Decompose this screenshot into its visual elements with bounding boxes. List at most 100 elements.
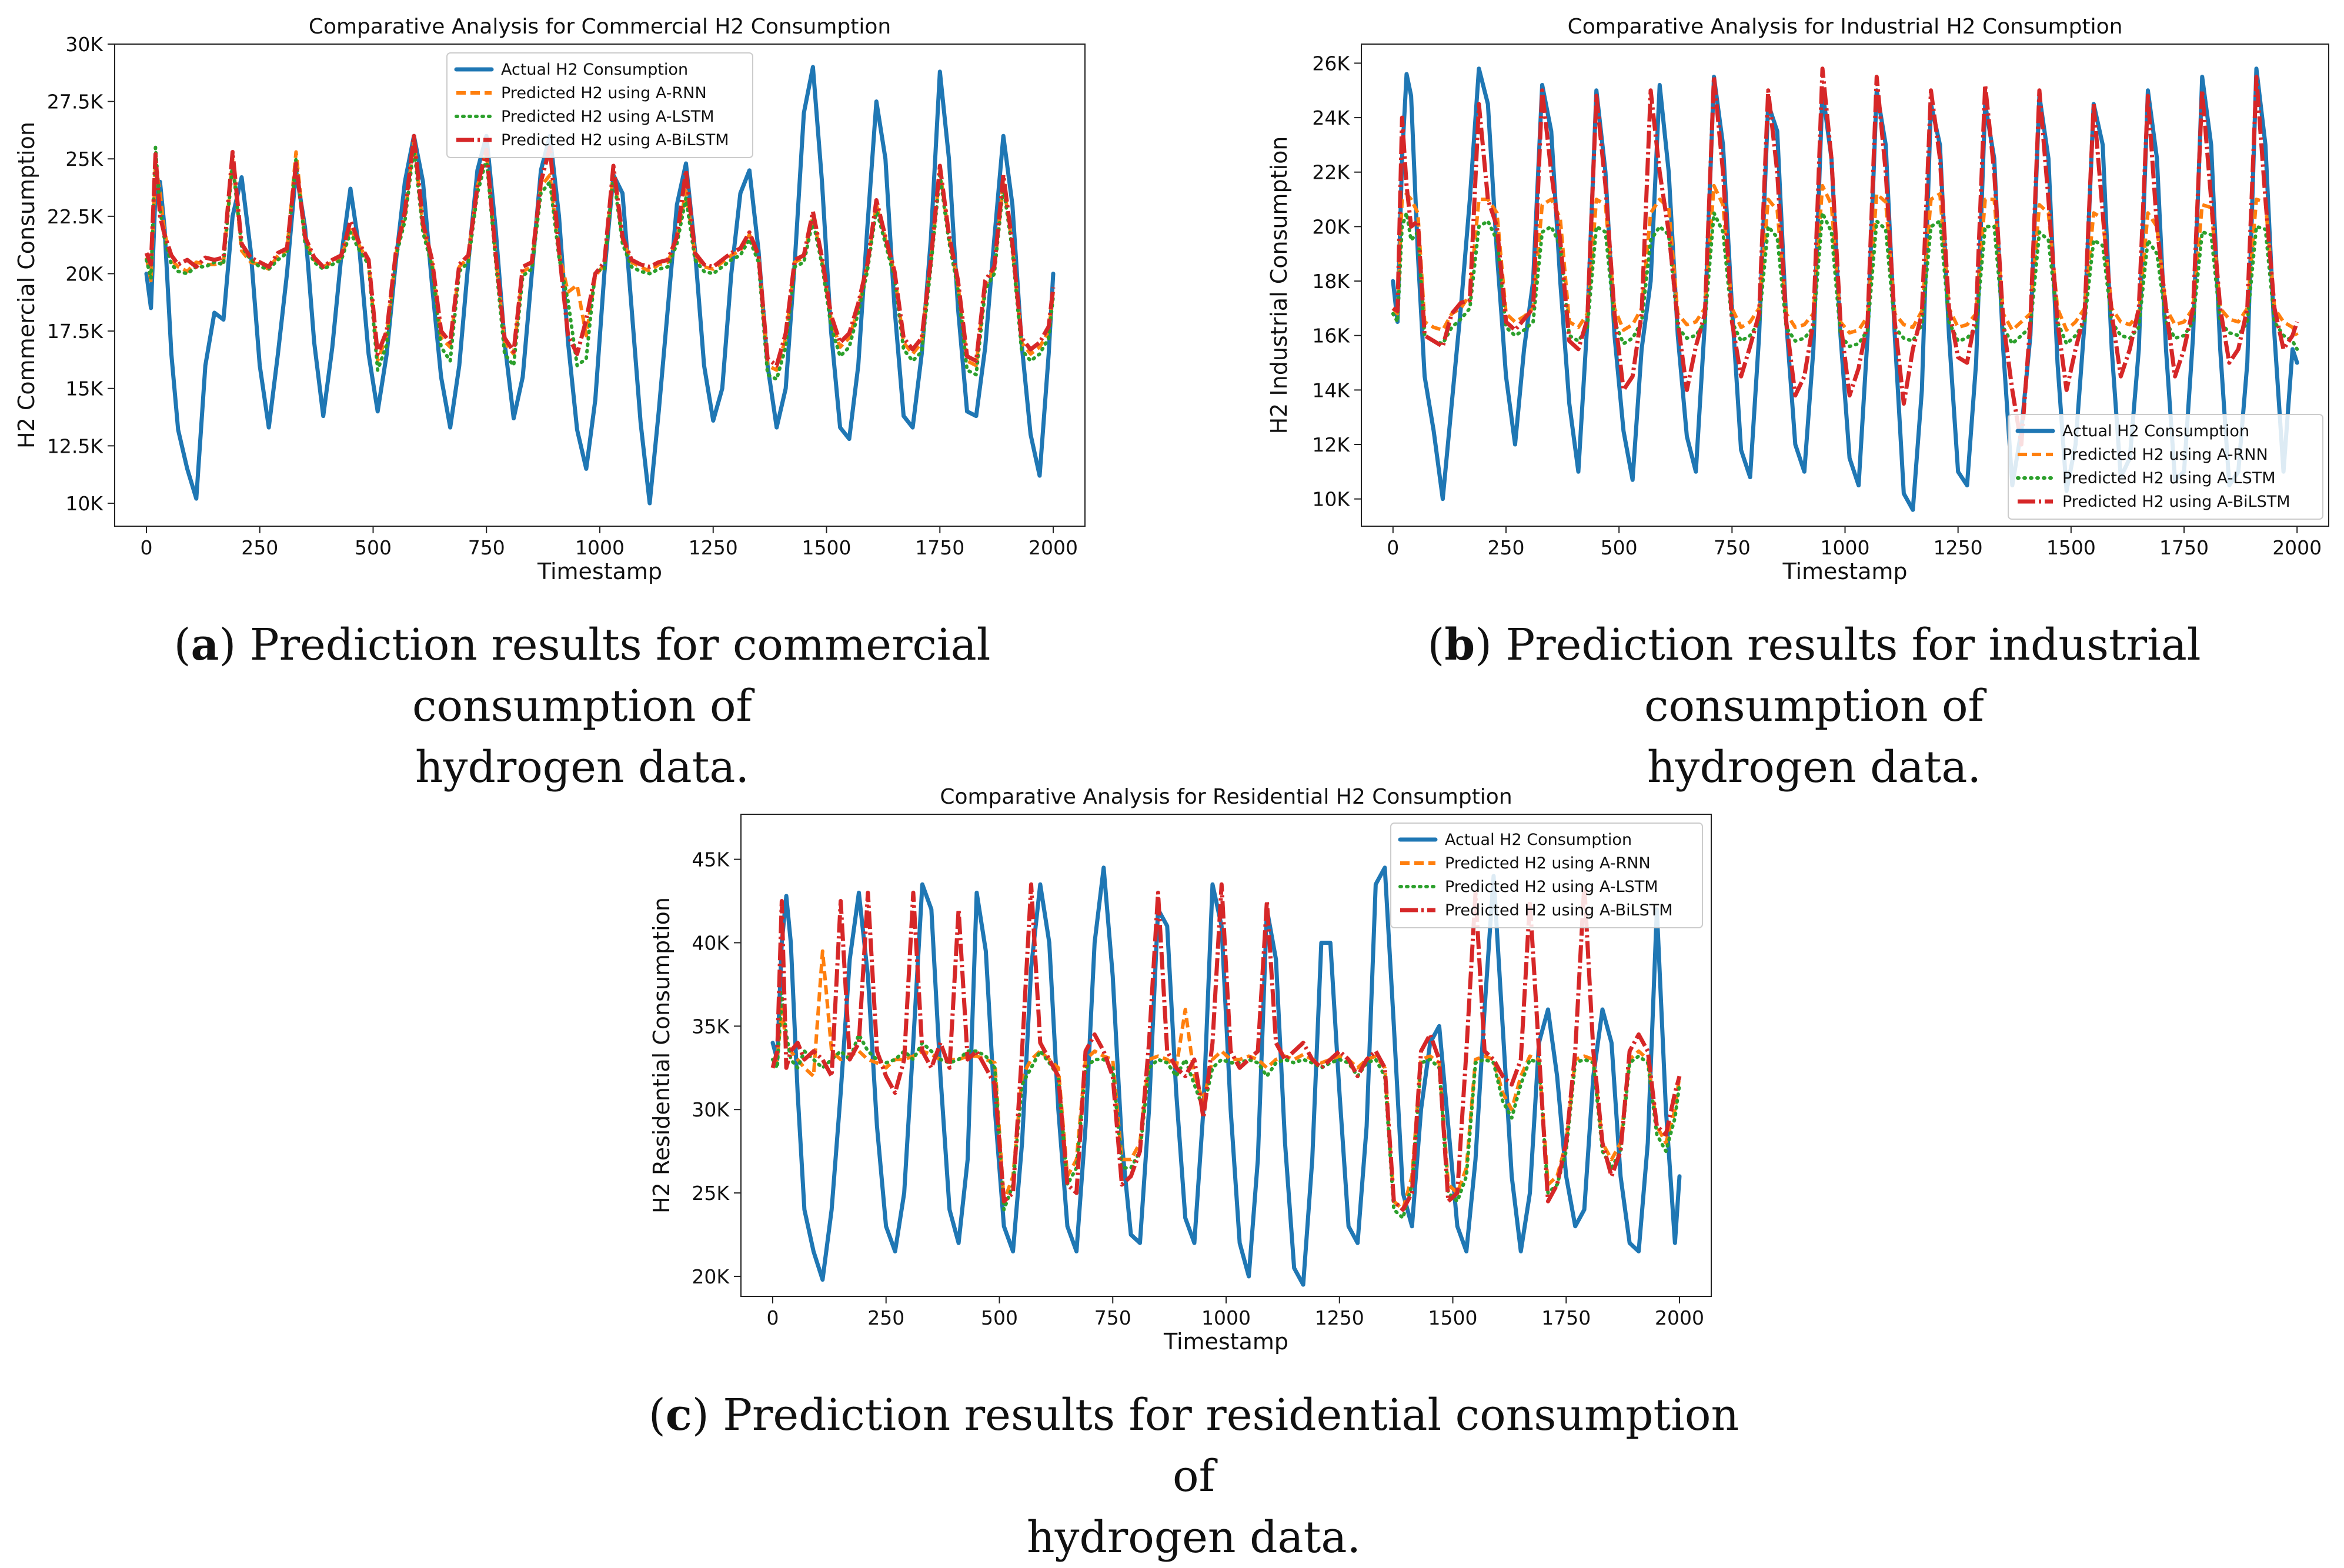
legend-label-lstm: Predicted H2 using A-LSTM [1445,878,1658,896]
x-tick-label: 0 [140,536,152,559]
x-tick-label: 1750 [1541,1306,1591,1329]
legend-box [1390,823,1703,928]
legend-label-bilstm: Predicted H2 using A-BiLSTM [1445,901,1673,920]
chart-title: Comparative Analysis for Residential H2 … [940,785,1512,809]
caption-line1: ) Prediction results for residential con… [692,1390,1739,1502]
legend: Actual H2 Consumption Predicted H2 using … [1390,823,1703,928]
legend-label-lstm: Predicted H2 using A-LSTM [501,108,714,126]
x-tick-label: 0 [1387,536,1399,559]
x-tick-label: 2000 [1655,1306,1704,1329]
x-tick-label: 500 [981,1306,1018,1329]
y-tick-label: 22K [1312,161,1350,184]
x-tick-label: 1500 [802,536,852,559]
chart-title: Comparative Analysis for Industrial H2 C… [1568,15,2123,39]
y-tick-label: 12.5K [47,434,103,457]
caption-letter: c [665,1390,692,1440]
y-tick-label: 25K [692,1182,730,1205]
x-axis-label: Timestamp [1163,1329,1288,1355]
y-tick-label: 10K [65,492,103,515]
y-tick-label: 20K [65,262,103,285]
x-tick-label: 250 [1487,536,1524,559]
legend-label-rnn: Predicted H2 using A-RNN [1445,854,1651,872]
legend-label-rnn: Predicted H2 using A-RNN [501,84,707,102]
caption-line2: hydrogen data. [1647,742,1981,793]
caption-line2: hydrogen data. [1027,1512,1361,1563]
y-tick-label: 18K [1312,270,1350,293]
series-group [144,65,1056,506]
legend-label-bilstm: Predicted H2 using A-BiLSTM [501,131,729,149]
x-tick-label: 750 [1714,536,1751,559]
x-tick-label: 1000 [575,536,625,559]
caption-line1: ) Prediction results for commercial cons… [219,620,991,731]
caption-commercial: (a) Prediction results for commercial co… [173,620,991,793]
chart-industrial: Comparative Analysis for Industrial H2 C… [1253,0,2344,588]
legend-label-lstm: Predicted H2 using A-LSTM [2062,469,2276,487]
y-tick-label: 22.5K [47,205,103,228]
legend: Actual H2 Consumption Predicted H2 using … [2008,414,2323,520]
caption-residential: (c) Prediction results for residential c… [648,1390,1739,1563]
x-axis-label: Timestamp [537,559,662,584]
y-axis-label: H2 Residential Consumption [649,897,675,1213]
legend-label-rnn: Predicted H2 using A-RNN [2062,446,2268,464]
legend-box [2008,414,2323,520]
x-tick-label: 1250 [1934,536,1983,559]
x-tick-label: 2000 [1029,536,1078,559]
series-group [1391,66,2299,512]
y-tick-label: 26K [1312,52,1350,75]
x-tick-label: 250 [241,536,278,559]
legend-label-actual: Actual H2 Consumption [1445,831,1632,849]
x-tick-label: 750 [468,536,505,559]
x-tick-label: 500 [1601,536,1638,559]
y-tick-label: 12K [1312,433,1350,456]
chart-title: Comparative Analysis for Commercial H2 C… [309,15,891,39]
y-tick-label: 10K [1312,488,1350,511]
caption-letter: b [1444,620,1475,670]
y-tick-label: 20K [692,1265,730,1288]
legend-label-actual: Actual H2 Consumption [501,61,688,79]
y-tick-label: 40K [692,931,730,954]
y-axis-label: H2 Commercial Consumption [14,122,39,449]
legend-label-actual: Actual H2 Consumption [2062,422,2249,440]
y-tick-label: 27.5K [47,91,103,113]
series-line-lstm [145,145,1055,382]
y-tick-label: 20K [1312,215,1350,238]
y-tick-label: 15K [65,377,103,400]
series-group [770,865,1682,1287]
y-tick-label: 25K [65,148,103,170]
y-tick-label: 24K [1312,106,1350,129]
x-tick-label: 1750 [915,536,964,559]
caption-line2: hydrogen data. [415,742,749,793]
chart-industrial-svg: Comparative Analysis for Industrial H2 C… [1266,15,2329,584]
series-line-rnn [771,949,1681,1212]
chart-residential-svg: Comparative Analysis for Residential H2 … [649,785,1712,1355]
series-line-actual [770,865,1682,1287]
legend: Actual H2 Consumption Predicted H2 using … [446,52,753,158]
x-tick-label: 2000 [2272,536,2322,559]
chart-residential: Comparative Analysis for Residential H2 … [635,770,1729,1358]
series-line-bilstm [1392,66,2299,447]
caption-industrial: (b) Prediction results for industrial co… [1427,620,2201,793]
y-tick-label: 17.5K [47,320,103,343]
x-tick-label: 750 [1094,1306,1131,1329]
x-tick-label: 1250 [689,536,738,559]
caption-line1: ) Prediction results for industrial cons… [1475,620,2201,731]
x-tick-label: 1000 [1201,1306,1251,1329]
x-tick-label: 1000 [1821,536,1870,559]
chart-commercial-svg: Comparative Analysis for Commercial H2 C… [14,15,1086,584]
x-tick-label: 1500 [1428,1306,1478,1329]
series-line-lstm [771,991,1681,1220]
x-tick-label: 1750 [2159,536,2209,559]
y-tick-label: 16K [1312,325,1350,347]
y-tick-label: 14K [1312,379,1350,402]
x-axis-label: Timestamp [1782,559,1907,584]
x-tick-label: 1250 [1315,1306,1364,1329]
x-tick-label: 250 [867,1306,904,1329]
x-tick-label: 500 [355,536,392,559]
series-line-actual [144,65,1056,506]
y-axis-label: H2 Industrial Consumption [1266,136,1292,434]
y-tick-label: 30K [692,1098,730,1121]
legend-box [446,52,753,158]
y-tick-label: 30K [65,33,103,56]
series-line-bilstm [144,133,1056,368]
chart-commercial: Comparative Analysis for Commercial H2 C… [0,0,1106,588]
